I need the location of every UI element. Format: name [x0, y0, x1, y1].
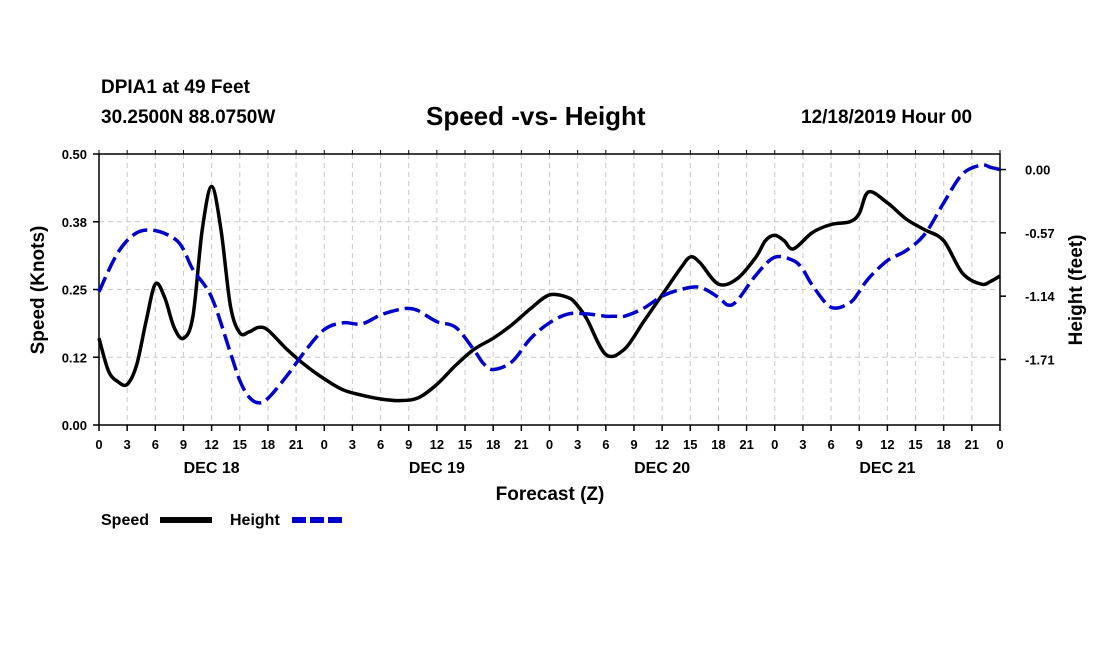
x-tick-label: 21 — [514, 437, 528, 452]
x-tick-label: 21 — [739, 437, 753, 452]
x-tick-label: 6 — [827, 437, 834, 452]
x-tick-label: 0 — [95, 437, 102, 452]
x-tick-label: 18 — [936, 437, 950, 452]
x-tick-label: 3 — [574, 437, 581, 452]
x-tick-label: 3 — [349, 437, 356, 452]
series-speed-line — [97, 184, 1001, 403]
forecast-date: 12/18/2019 Hour 00 — [801, 107, 973, 128]
x-axis-title: Forecast (Z) — [496, 484, 605, 505]
left-tick-label: 0.00 — [62, 418, 87, 433]
x-tick-label: 0 — [321, 437, 328, 452]
x-tick-label: 21 — [289, 437, 303, 452]
chart-title: Speed -vs- Height — [426, 101, 646, 131]
x-tick-label: 12 — [880, 437, 894, 452]
left-tick-label: 0.50 — [62, 147, 87, 162]
x-tick-label: 3 — [799, 437, 806, 452]
date-label: DEC 18 — [184, 460, 240, 477]
x-tick-label: 12 — [430, 437, 444, 452]
right-tick-label: 0.00 — [1025, 163, 1050, 178]
x-tick-label: 9 — [856, 437, 863, 452]
left-axis: 0.00 0.12 0.25 0.38 0.50 — [62, 147, 99, 433]
right-tick-label: -0.57 — [1025, 226, 1055, 241]
x-tick-label: 6 — [602, 437, 609, 452]
x-tick-label: 18 — [261, 437, 275, 452]
legend: Speed Height — [101, 512, 342, 529]
x-tick-label: 9 — [405, 437, 412, 452]
right-axis: 0.00 -0.57 -1.14 -1.71 — [1000, 163, 1055, 367]
right-tick-label: -1.71 — [1025, 352, 1055, 367]
legend-speed-label: Speed — [101, 512, 149, 529]
x-tick-label: 9 — [180, 437, 187, 452]
date-label: DEC 19 — [409, 460, 465, 477]
station-coordinates: 30.2500N 88.0750W — [101, 107, 276, 128]
left-tick-label: 0.38 — [62, 215, 87, 230]
series-height-line — [97, 163, 1001, 405]
left-axis-title: Speed (Knots) — [28, 226, 49, 355]
x-tick-label: 0 — [771, 437, 778, 452]
station-label: DPIA1 at 49 Feet — [101, 77, 250, 98]
x-tick-label: 12 — [655, 437, 669, 452]
right-axis-title: Height (feet) — [1066, 235, 1087, 346]
date-label: DEC 20 — [634, 460, 690, 477]
x-tick-label: 15 — [683, 437, 697, 452]
x-tick-label: 15 — [233, 437, 247, 452]
x-tick-label: 15 — [458, 437, 472, 452]
x-tick-label: 3 — [124, 437, 131, 452]
left-tick-label: 0.12 — [62, 350, 87, 365]
x-tick-label: 21 — [965, 437, 979, 452]
x-tick-label: 9 — [630, 437, 637, 452]
x-tick-label: 0 — [996, 437, 1003, 452]
x-tick-label: 12 — [204, 437, 218, 452]
x-tick-label: 0 — [546, 437, 553, 452]
left-tick-label: 0.25 — [62, 283, 87, 298]
grid-lines — [98, 150, 1001, 425]
legend-height-label: Height — [230, 512, 280, 529]
x-tick-label: 6 — [377, 437, 384, 452]
x-tick-label: 15 — [908, 437, 922, 452]
x-tick-label: 18 — [486, 437, 500, 452]
x-tick-label: 18 — [711, 437, 725, 452]
x-axis: 0 3 6 9 12 15 18 21 0 3 6 9 12 15 18 21 0 3 6 9 12 15 18 21 0 3 6 9… — [95, 425, 1004, 477]
right-tick-label: -1.14 — [1025, 289, 1055, 304]
series-layer — [97, 163, 1001, 405]
x-tick-label: 6 — [152, 437, 159, 452]
date-label: DEC 21 — [859, 460, 915, 477]
